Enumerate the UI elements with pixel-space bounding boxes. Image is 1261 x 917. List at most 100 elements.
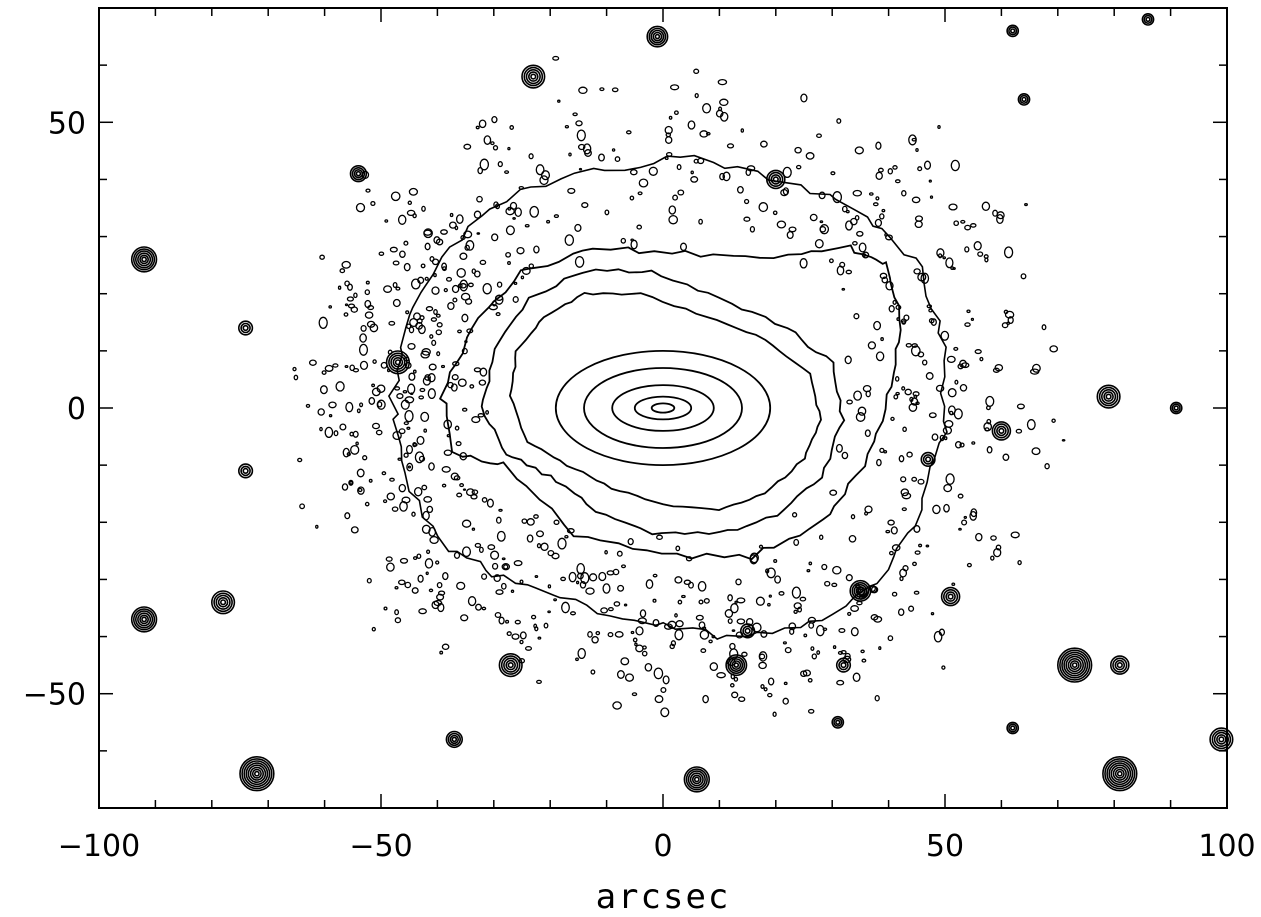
noise-contour [960, 219, 966, 224]
noise-contour [392, 430, 402, 441]
star-contour [1071, 662, 1078, 668]
noise-contour [410, 278, 421, 290]
noise-contour [699, 629, 710, 640]
noise-contour [404, 581, 412, 589]
star-contour [835, 657, 852, 673]
noise-contour [357, 487, 363, 493]
noise-contour [799, 258, 808, 269]
noise-contour [495, 312, 501, 317]
noise-contour [471, 489, 479, 495]
noise-contour [1004, 310, 1015, 319]
noise-contour [782, 641, 787, 645]
noise-contour [807, 677, 813, 683]
noise-contour [436, 593, 445, 601]
star-contour [770, 174, 782, 185]
star-contour [1116, 661, 1123, 669]
noise-contour [864, 511, 869, 516]
noise-contour [778, 591, 785, 596]
noise-contour [436, 351, 441, 357]
noise-contour [958, 527, 962, 531]
noise-contour [344, 280, 350, 287]
noise-contour [893, 394, 899, 400]
noise-contour [841, 205, 848, 213]
star-contour [1061, 651, 1089, 679]
noise-contour [512, 296, 519, 303]
noise-contour [932, 504, 941, 515]
noise-contour [794, 146, 802, 154]
outer-envelope-contour [387, 154, 948, 641]
star-contour [991, 421, 1012, 441]
noise-contour [890, 526, 898, 535]
core-contour [650, 402, 676, 414]
star-contour [137, 252, 152, 267]
noise-contour [547, 584, 552, 589]
noise-contour [509, 125, 515, 130]
noise-contour [574, 223, 582, 232]
noise-contour [914, 550, 921, 555]
noise-contour [760, 140, 768, 148]
noise-contour [722, 171, 731, 182]
star-contour [1065, 655, 1084, 675]
noise-contour [731, 691, 739, 699]
star-contour [530, 73, 537, 80]
noise-contour [577, 143, 586, 151]
noise-contour [899, 568, 908, 578]
noise-contour [368, 397, 376, 405]
noise-contour [397, 457, 402, 461]
star-contour [654, 33, 661, 40]
noise-contour [375, 429, 383, 436]
noise-contour [975, 532, 983, 542]
star-contour [390, 354, 406, 370]
noise-contour [729, 683, 735, 688]
noise-contour [341, 260, 351, 269]
noise-contour [783, 681, 788, 686]
noise-contour [405, 444, 414, 455]
noise-contour [490, 550, 500, 560]
noise-contour [473, 210, 482, 219]
noise-contour [483, 135, 492, 145]
noise-contour [901, 507, 907, 512]
noise-contour [360, 324, 367, 332]
noise-contour [602, 583, 611, 594]
noise-contour [441, 643, 450, 651]
noise-contour [386, 562, 395, 572]
noise-contour [553, 214, 560, 219]
noise-contour [503, 564, 509, 570]
x-tick-label: 0 [653, 829, 672, 864]
noise-contour [473, 270, 481, 278]
noise-contour [620, 564, 627, 569]
noise-contour [885, 529, 891, 534]
noise-contour [386, 492, 396, 501]
noise-contour [819, 226, 827, 233]
noise-contour [411, 511, 416, 517]
noise-contour [908, 605, 915, 612]
noise-contour [419, 387, 426, 393]
noise-contour [948, 410, 954, 416]
noise-contour [688, 581, 694, 589]
noise-contour [614, 631, 624, 638]
noise-contour [677, 189, 685, 196]
noise-contour [940, 330, 950, 341]
noise-contour [350, 526, 359, 534]
noise-contour [463, 143, 472, 150]
star-contour [683, 766, 710, 793]
noise-contour [970, 223, 977, 228]
noise-contour [897, 608, 905, 617]
y-tick-label: 0 [67, 392, 86, 427]
noise-contour [727, 594, 733, 602]
noise-contour [917, 478, 925, 485]
noise-contour [569, 611, 577, 616]
noise-contour [319, 254, 325, 260]
noise-contour [364, 289, 371, 296]
noise-contour [874, 218, 883, 228]
noise-contour [632, 637, 638, 643]
noise-contour [443, 287, 448, 293]
noise-contour [984, 427, 990, 432]
noise-contour [461, 519, 472, 528]
noise-contour [660, 707, 670, 718]
noise-contour [371, 626, 376, 632]
noise-contour [959, 442, 965, 448]
noise-contour [852, 189, 863, 197]
noise-contour [481, 497, 488, 503]
star-contour [1008, 26, 1018, 36]
